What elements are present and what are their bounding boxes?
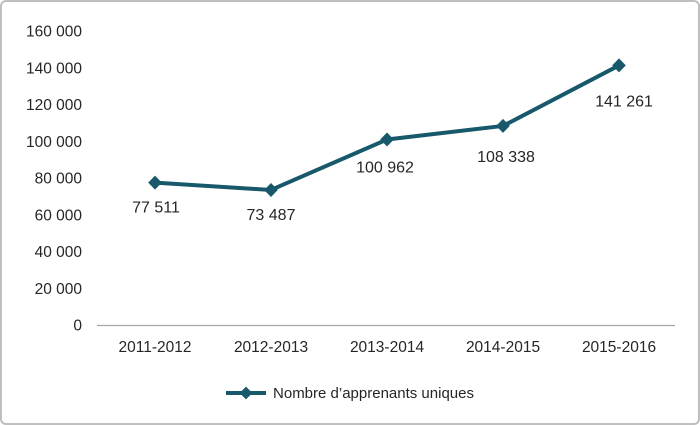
data-point-marker: [496, 118, 510, 133]
data-label: 108 338: [477, 149, 535, 166]
y-tick-label: 0: [73, 318, 82, 335]
chart-legend: Nombre d’apprenants uniques: [2, 384, 698, 402]
y-tick-label: 20 000: [35, 281, 83, 298]
legend-label: Nombre d’apprenants uniques: [273, 384, 474, 402]
data-label: 77 511: [132, 200, 180, 217]
y-tick-label: 140 000: [26, 60, 82, 77]
data-label: 73 487: [247, 207, 296, 224]
y-tick-label: 120 000: [26, 97, 82, 114]
data-label: 141 261: [595, 93, 653, 110]
legend-line-marker: [226, 386, 267, 400]
data-point-marker: [148, 175, 162, 190]
data-label: 100 962: [356, 159, 414, 176]
data-point-marker: [612, 58, 626, 73]
y-tick-label: 160 000: [26, 24, 82, 41]
y-tick-label: 100 000: [26, 134, 82, 151]
x-category-label: 2014-2015: [466, 339, 540, 356]
x-category-label: 2013-2014: [350, 339, 425, 356]
x-category-label: 2015-2016: [582, 339, 656, 356]
legend-diamond-icon: [239, 386, 253, 400]
x-category-label: 2012-2013: [234, 339, 308, 356]
x-category-label: 2011-2012: [119, 339, 192, 356]
data-point-marker: [264, 182, 278, 197]
data-point-marker: [380, 132, 394, 147]
y-tick-label: 80 000: [35, 171, 83, 188]
y-tick-label: 60 000: [35, 207, 83, 224]
y-tick-label: 40 000: [35, 244, 83, 261]
